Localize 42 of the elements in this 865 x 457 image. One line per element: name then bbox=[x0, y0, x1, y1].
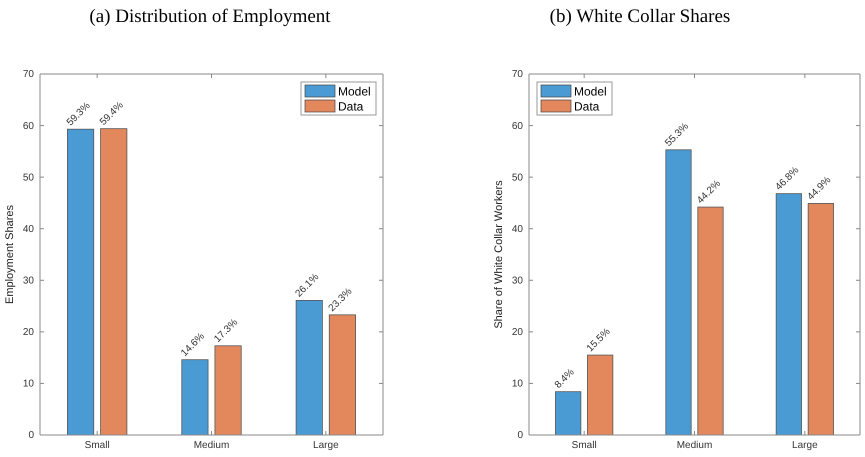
y-tick-label: 0 bbox=[28, 430, 34, 442]
bar bbox=[181, 359, 208, 436]
y-axis-title: Employment Shares bbox=[4, 204, 16, 304]
x-tick-label: Large bbox=[792, 440, 818, 452]
y-tick-label: 70 bbox=[512, 69, 524, 80]
bar bbox=[214, 345, 242, 436]
y-tick-label: 30 bbox=[512, 275, 524, 286]
y-tick-label: 0 bbox=[517, 430, 524, 442]
chart-title: (b) White Collar Shares bbox=[550, 6, 730, 27]
bar bbox=[697, 206, 724, 436]
legend-label: Data bbox=[338, 100, 364, 114]
x-tick-label: Medium bbox=[676, 440, 712, 452]
bar bbox=[67, 128, 94, 436]
legend-label: Model bbox=[338, 84, 371, 98]
y-tick-label: 70 bbox=[22, 69, 34, 80]
bar bbox=[296, 300, 323, 436]
y-tick-label: 40 bbox=[22, 224, 34, 235]
bar bbox=[665, 149, 692, 436]
y-tick-label: 10 bbox=[22, 378, 34, 390]
y-tick-label: 30 bbox=[22, 275, 34, 286]
y-tick-label: 20 bbox=[512, 327, 524, 338]
y-tick-label: 50 bbox=[22, 172, 34, 184]
chart-title: (a) Distribution of Employment bbox=[89, 6, 332, 27]
y-tick-label: 50 bbox=[512, 172, 524, 184]
y-tick-label: 40 bbox=[512, 224, 524, 235]
x-tick-label: Small bbox=[572, 440, 597, 452]
bar bbox=[328, 314, 356, 436]
bar bbox=[587, 354, 614, 436]
legend-label: Model bbox=[574, 84, 607, 98]
y-tick-label: 10 bbox=[512, 378, 524, 390]
bar bbox=[776, 193, 802, 436]
x-tick-label: Medium bbox=[194, 440, 230, 452]
y-tick-label: 60 bbox=[22, 120, 34, 132]
bar bbox=[100, 128, 128, 436]
x-tick-label: Small bbox=[84, 440, 110, 452]
y-tick-label: 60 bbox=[512, 120, 524, 132]
bar bbox=[808, 203, 834, 436]
y-axis-title: Share of White Collar Workers bbox=[493, 180, 505, 329]
x-tick-label: Large bbox=[313, 440, 340, 452]
legend-label: Data bbox=[574, 100, 600, 114]
y-tick-label: 20 bbox=[22, 327, 34, 338]
bar bbox=[555, 391, 582, 436]
